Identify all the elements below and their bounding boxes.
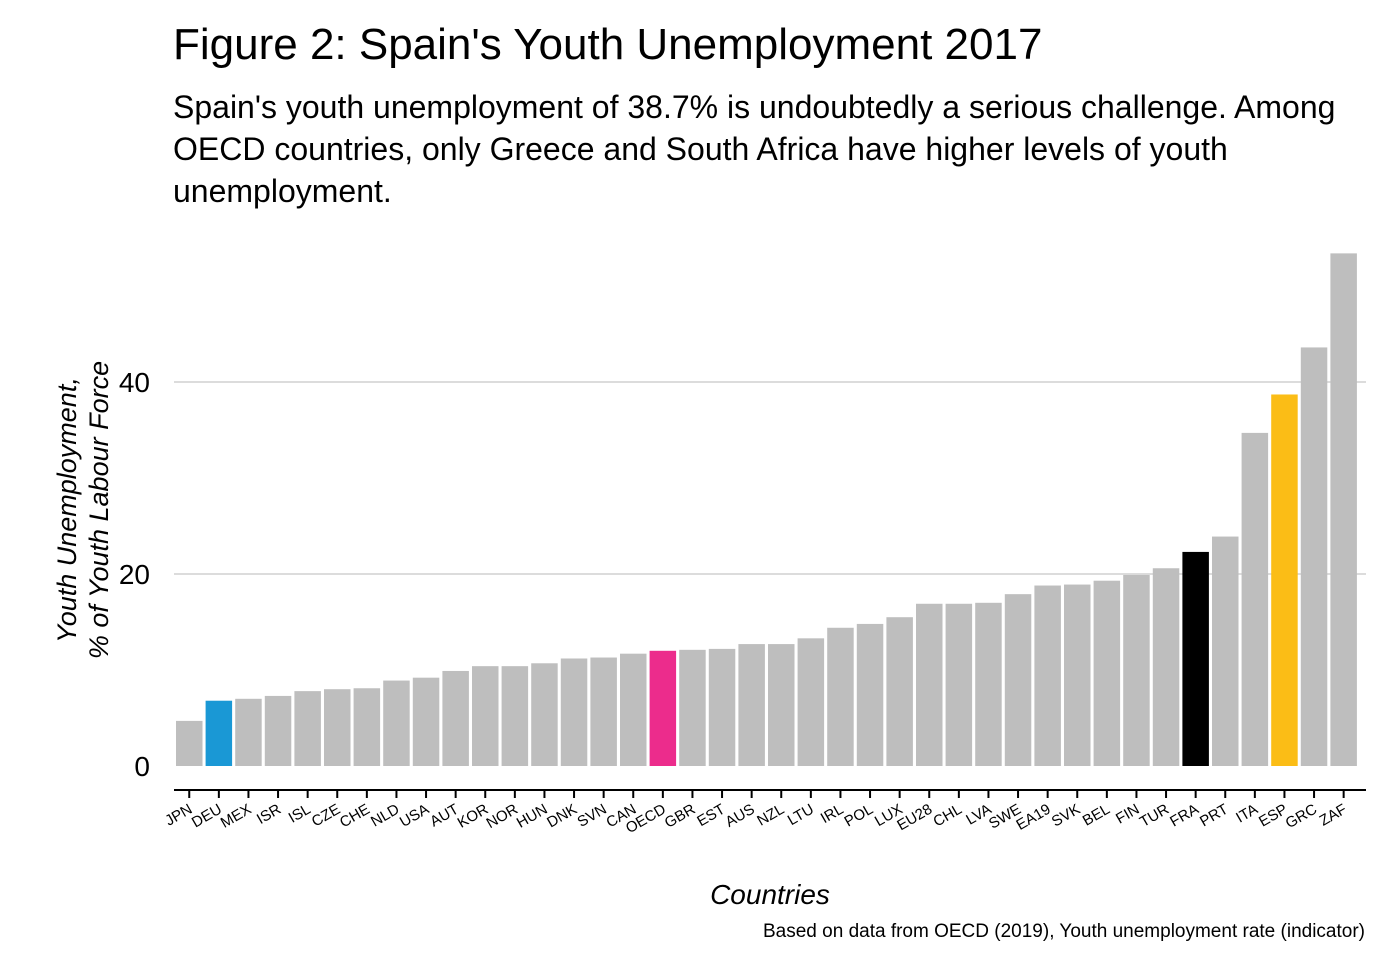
- x-tick-label-fin: FIN: [1113, 801, 1142, 828]
- bar-bel: [1093, 580, 1121, 766]
- y-tick-label: 20: [119, 559, 150, 590]
- bar-est: [708, 648, 736, 766]
- bar-grc: [1300, 347, 1328, 766]
- chart-subtitle: Spain's youth unemployment of 38.7% is u…: [173, 89, 1336, 209]
- bar-nor: [501, 666, 529, 766]
- bar-fra: [1182, 551, 1209, 766]
- x-tick-label-aus: AUS: [722, 801, 757, 831]
- source-caption: Based on data from OECD (2019), Youth un…: [763, 921, 1365, 942]
- y-axis-label-line2: % of Youth Labour Force: [84, 361, 114, 659]
- bar-fin: [1123, 574, 1150, 766]
- bar-cze: [324, 689, 351, 766]
- x-tick-label-isl: ISL: [286, 801, 314, 827]
- bar-dnk: [560, 658, 588, 766]
- bar-ita: [1241, 432, 1269, 766]
- bar-nld: [383, 680, 410, 766]
- y-tick-label: 40: [119, 367, 150, 398]
- bar-hun: [531, 663, 558, 766]
- x-tick-label-bel: BEL: [1080, 801, 1113, 830]
- bar-esp: [1271, 394, 1298, 766]
- x-tick-label-eu28: EU28: [894, 801, 935, 834]
- bar-can: [620, 653, 647, 766]
- x-tick-label-ea19: EA19: [1013, 801, 1053, 834]
- x-tick-label-nzl: NZL: [754, 801, 787, 830]
- x-tick-label-isr: ISR: [254, 801, 284, 828]
- y-axis-label-line1: Youth Unemployment,: [52, 377, 82, 643]
- bar-irl: [827, 627, 854, 766]
- x-axis-label: Countries: [710, 879, 830, 910]
- bar-oecd: [649, 650, 677, 766]
- x-tick-label-ltu: LTU: [785, 801, 817, 829]
- bar-ea19: [1034, 585, 1061, 766]
- x-tick-label-irl: IRL: [818, 801, 847, 827]
- x-tick-label-grc: GRC: [1283, 801, 1321, 832]
- bar-lux: [886, 617, 913, 766]
- bar-prt: [1212, 536, 1239, 766]
- x-tick-label-ita: ITA: [1233, 801, 1261, 827]
- bar-chl: [945, 603, 973, 766]
- bar-nzl: [768, 644, 795, 766]
- x-tick-label-pol: POL: [842, 801, 876, 831]
- bar-svk: [1064, 584, 1091, 766]
- bar-zaf: [1330, 253, 1357, 767]
- bar-aus: [738, 644, 765, 766]
- bar-svn: [590, 657, 617, 766]
- bar-mex: [235, 698, 262, 766]
- bar-jpn: [176, 720, 203, 766]
- bar-eu28: [916, 603, 943, 766]
- bar-kor: [472, 666, 499, 766]
- y-ticks: 0 20 40: [119, 367, 150, 782]
- bar-lva: [975, 602, 1002, 766]
- x-tick-label-zaf: ZAF: [1317, 801, 1350, 830]
- bar-ltu: [797, 638, 825, 766]
- bar-che: [353, 688, 381, 766]
- x-tick-label-gbr: GBR: [662, 801, 699, 832]
- x-tick-label-svk: SVK: [1049, 801, 1083, 831]
- y-tick-label: 0: [134, 751, 150, 782]
- x-tick-label-mex: MEX: [218, 801, 255, 832]
- bar-swe: [1004, 594, 1032, 766]
- x-tick-label-prt: PRT: [1197, 801, 1231, 831]
- bars: [176, 253, 1357, 767]
- bar-deu: [205, 700, 233, 766]
- bar-aut: [442, 670, 469, 766]
- bar-pol: [856, 623, 884, 766]
- bar-isl: [294, 691, 321, 766]
- bar-isr: [264, 695, 292, 766]
- chart-title: Figure 2: Spain's Youth Unemployment 201…: [173, 20, 1043, 69]
- bar-usa: [412, 677, 440, 766]
- gridlines: [174, 381, 1366, 575]
- bar-gbr: [679, 649, 706, 766]
- bar-tur: [1152, 568, 1180, 766]
- x-tick-label-chl: CHL: [930, 801, 964, 831]
